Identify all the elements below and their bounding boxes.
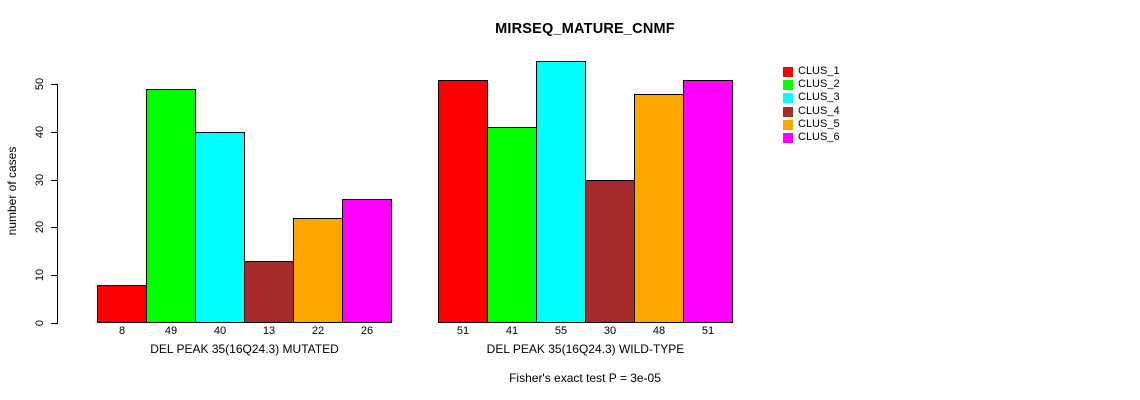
bar bbox=[195, 132, 245, 323]
bar-value-label: 8 bbox=[118, 325, 126, 337]
bar-value-label: 48 bbox=[652, 325, 666, 337]
legend-label: CLUS_4 bbox=[798, 105, 840, 117]
bar bbox=[487, 127, 537, 323]
y-axis-line bbox=[57, 84, 58, 323]
legend-item: CLUS_3 bbox=[783, 92, 840, 103]
y-tick bbox=[51, 84, 58, 85]
legend-swatch bbox=[783, 92, 793, 103]
legend-item: CLUS_1 bbox=[783, 66, 840, 77]
legend-label: CLUS_2 bbox=[798, 78, 840, 90]
bar-value-label: 55 bbox=[554, 325, 568, 337]
bar bbox=[438, 80, 488, 323]
legend-label: CLUS_1 bbox=[798, 65, 840, 77]
bar bbox=[634, 94, 684, 323]
legend-item: CLUS_4 bbox=[783, 106, 840, 117]
chart-title: MIRSEQ_MATURE_CNMF bbox=[495, 21, 675, 37]
legend-swatch bbox=[783, 132, 793, 143]
bar-value-label: 40 bbox=[213, 325, 227, 337]
bar bbox=[342, 199, 392, 323]
bar bbox=[293, 218, 343, 323]
bar-value-label: 49 bbox=[164, 325, 178, 337]
bar-value-label: 30 bbox=[603, 325, 617, 337]
bar bbox=[146, 89, 196, 323]
legend-label: CLUS_3 bbox=[798, 91, 840, 103]
legend-label: CLUS_5 bbox=[798, 118, 840, 130]
fisher-test-note: Fisher's exact test P = 3e-05 bbox=[509, 371, 661, 385]
y-tick bbox=[51, 180, 58, 181]
bar bbox=[97, 285, 147, 323]
bar bbox=[683, 80, 733, 323]
bar-value-label: 51 bbox=[456, 325, 470, 337]
y-tick-label: 50 bbox=[34, 77, 46, 91]
legend-item: CLUS_6 bbox=[783, 132, 840, 143]
bar-value-label: 26 bbox=[360, 325, 374, 337]
legend-swatch bbox=[783, 66, 793, 77]
bar-value-label: 41 bbox=[505, 325, 519, 337]
y-tick bbox=[51, 323, 58, 324]
bar-value-label: 22 bbox=[311, 325, 325, 337]
y-tick bbox=[51, 132, 58, 133]
group-label: DEL PEAK 35(16Q24.3) WILD-TYPE bbox=[486, 342, 685, 356]
group-label: DEL PEAK 35(16Q24.3) MUTATED bbox=[150, 342, 339, 356]
bar bbox=[585, 180, 635, 323]
y-tick bbox=[51, 227, 58, 228]
y-tick-label: 10 bbox=[34, 268, 46, 282]
legend-swatch bbox=[783, 79, 793, 90]
legend-label: CLUS_6 bbox=[798, 131, 840, 143]
y-tick-label: 20 bbox=[34, 220, 46, 234]
legend-item: CLUS_5 bbox=[783, 119, 840, 130]
legend-swatch bbox=[783, 106, 793, 117]
bar-value-label: 13 bbox=[262, 325, 276, 337]
y-tick-label: 30 bbox=[34, 173, 46, 187]
y-tick-label: 40 bbox=[34, 125, 46, 139]
legend-swatch bbox=[783, 119, 793, 130]
bar bbox=[536, 61, 586, 323]
legend-item: CLUS_2 bbox=[783, 79, 840, 90]
bar bbox=[244, 261, 294, 323]
y-tick-label: 0 bbox=[34, 319, 46, 327]
y-tick bbox=[51, 275, 58, 276]
bar-value-label: 51 bbox=[701, 325, 715, 337]
